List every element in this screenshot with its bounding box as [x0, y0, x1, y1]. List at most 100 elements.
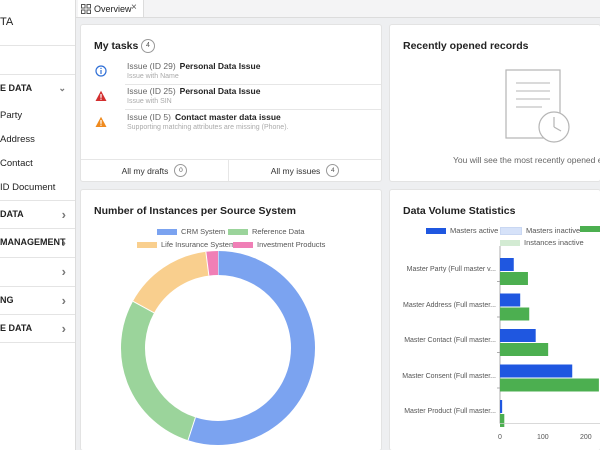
- close-icon[interactable]: ×: [131, 2, 137, 13]
- sidebar-divider: [0, 228, 75, 229]
- footer-divider: [81, 159, 381, 160]
- task-item[interactable]: Issue (ID 5) Contact master data issue Su…: [81, 109, 381, 135]
- app-title: TA: [0, 16, 14, 28]
- legend-label: Masters active: [450, 226, 499, 235]
- sidebar-item-label: ID Document: [0, 181, 56, 193]
- bar[interactable]: [500, 272, 528, 285]
- legend-item[interactable]: Instances inactive: [500, 238, 584, 247]
- slice-separator: [187, 417, 196, 441]
- tab-strip: Overview ×: [76, 0, 600, 18]
- drafts-count-badge: 0: [174, 164, 188, 177]
- sidebar-item[interactable]: MANAGEMENT ›: [0, 228, 75, 256]
- all-drafts-button[interactable]: All my drafts 0: [81, 160, 228, 181]
- volume-chart-title: Data Volume Statistics: [403, 205, 516, 217]
- chevron-down-icon: ⌄: [58, 82, 66, 93]
- legend-swatch: [228, 228, 248, 235]
- sidebar: TA E DATA ⌄ Party Address Contact ID Document…: [0, 0, 76, 450]
- legend-item[interactable]: CRM System: [157, 227, 225, 236]
- task-subtitle: Supporting matching attributes are missi…: [127, 124, 289, 131]
- all-issues-button[interactable]: All my issues 4: [229, 160, 381, 181]
- sidebar-item[interactable]: Party: [0, 101, 75, 129]
- sidebar-item[interactable]: Address: [0, 125, 75, 153]
- my-tasks-card: My tasks 4 Issue (ID 29) Personal Data Is…: [81, 25, 381, 181]
- sidebar-item-label: Contact: [0, 157, 33, 169]
- tasks-footer: All my drafts 0 All my issues 4: [81, 160, 381, 181]
- legend-item[interactable]: Masters active: [426, 226, 498, 235]
- tasks-count-badge: 4: [141, 39, 155, 53]
- legend-label: Investment Products: [257, 240, 326, 249]
- tab-overview[interactable]: Overview: [78, 0, 144, 17]
- legend-swatch: [500, 239, 520, 246]
- donut-slice[interactable]: [205, 251, 219, 276]
- task-item[interactable]: Issue (ID 29) Personal Data Issue Issue w…: [81, 58, 381, 84]
- bar[interactable]: [500, 258, 514, 271]
- volume-chart-card: Data Volume Statistics Masters active Mas…: [390, 190, 600, 450]
- legend-swatch: [233, 241, 253, 248]
- slice-separator: [205, 251, 210, 276]
- donut-slice[interactable]: [133, 251, 210, 314]
- bar[interactable]: [500, 414, 505, 427]
- donut-slice[interactable]: [121, 301, 196, 441]
- donut-slice[interactable]: [188, 251, 315, 445]
- task-divider: [125, 84, 381, 85]
- legend-swatch: [580, 226, 600, 232]
- sidebar-divider: [0, 257, 75, 258]
- sidebar-item[interactable]: DATA ›: [0, 200, 75, 228]
- legend-item[interactable]: Masters inactive: [500, 226, 580, 235]
- chevron-right-icon: ›: [61, 206, 66, 222]
- recent-records-card: Recently opened records You will see the…: [390, 25, 600, 181]
- task-subtitle: Issue with Name: [127, 73, 179, 80]
- task-item[interactable]: Issue (ID 25) Personal Data Issue Issue w…: [81, 83, 381, 109]
- issues-count-badge: 4: [326, 164, 340, 177]
- legend-label: Life Insurance System: [161, 240, 236, 249]
- chevron-right-icon: ›: [61, 263, 66, 279]
- sidebar-divider: [0, 314, 75, 315]
- sidebar-item-label: NG: [0, 295, 14, 305]
- task-id: Issue (ID 5): [127, 112, 171, 122]
- task-line: Issue (ID 29) Personal Data Issue: [127, 61, 260, 71]
- sidebar-item-label: MANAGEMENT: [0, 237, 66, 247]
- all-drafts-label: All my drafts: [121, 165, 169, 176]
- legend-swatch: [137, 241, 157, 248]
- task-title: Personal Data Issue: [179, 86, 261, 96]
- legend-label: Reference Data: [252, 227, 305, 236]
- bar[interactable]: [500, 307, 530, 321]
- sidebar-item[interactable]: ID Document: [0, 173, 75, 201]
- sidebar-divider: [0, 45, 75, 46]
- legend-item[interactable]: Life Insurance System: [137, 240, 235, 249]
- category-label: Master Consent (Full master...: [402, 372, 496, 380]
- dashboard-icon: [81, 3, 91, 14]
- bar[interactable]: [500, 343, 549, 356]
- legend-item[interactable]: [580, 226, 600, 232]
- legend-swatch: [426, 227, 446, 234]
- sidebar-divider: [0, 286, 75, 287]
- task-line: Issue (ID 25) Personal Data Issue: [127, 86, 260, 96]
- x-tick-label: 100: [537, 434, 549, 441]
- recent-records-title: Recently opened records: [403, 40, 529, 52]
- task-subtitle: Issue with SIN: [127, 98, 172, 105]
- chevron-right-icon: ›: [61, 320, 66, 336]
- legend-item[interactable]: Reference Data: [228, 227, 305, 236]
- legend-label: CRM System: [181, 227, 226, 236]
- donut-chart: [121, 251, 315, 445]
- sidebar-item[interactable]: E DATA ›: [0, 314, 75, 342]
- category-label: Master Contact (Full master...: [404, 337, 496, 344]
- warning-triangle-icon: [95, 115, 107, 127]
- sidebar-item[interactable]: NG ›: [0, 286, 75, 314]
- task-id: Issue (ID 25): [127, 86, 176, 96]
- bar[interactable]: [500, 329, 536, 342]
- bar[interactable]: [500, 364, 573, 378]
- sidebar-item[interactable]: ›: [0, 257, 75, 285]
- x-tick-label: 0: [498, 434, 502, 441]
- sidebar-divider: [0, 200, 75, 201]
- bar[interactable]: [500, 293, 521, 307]
- category-label: Master Party (Full master v...: [406, 266, 496, 273]
- bar[interactable]: [500, 378, 599, 392]
- bar[interactable]: [500, 400, 503, 413]
- sidebar-item[interactable]: Contact: [0, 149, 75, 177]
- x-tick-label: 200: [580, 434, 592, 441]
- footer-separator: [228, 160, 229, 181]
- sidebar-item[interactable]: E DATA ⌄: [0, 74, 75, 102]
- legend-item[interactable]: Investment Products: [233, 240, 325, 249]
- recent-empty-message: You will see the most recently opened en…: [453, 155, 600, 165]
